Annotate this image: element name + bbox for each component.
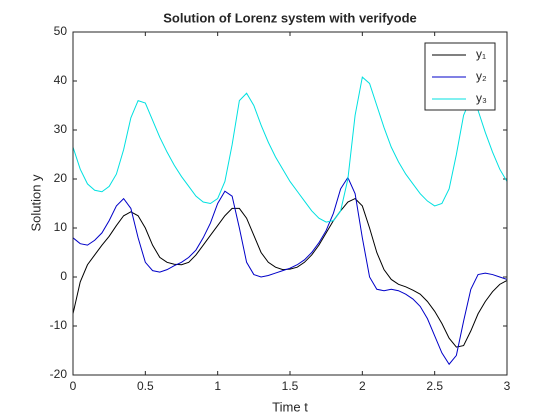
y-tick-label: 0 bbox=[60, 269, 67, 283]
series-line bbox=[72, 197, 508, 348]
y-tick-label: -10 bbox=[50, 318, 68, 332]
y-tick-label: 40 bbox=[54, 73, 68, 87]
series-line bbox=[72, 76, 508, 223]
x-tick-label: 1.5 bbox=[282, 379, 299, 393]
x-tick-label: 3 bbox=[504, 379, 511, 393]
y-tick-label: 20 bbox=[54, 171, 68, 185]
legend-label: y₂ bbox=[476, 69, 487, 83]
y-tick-label: 10 bbox=[54, 220, 68, 234]
x-tick-label: 1 bbox=[214, 379, 221, 393]
legend-label: y₃ bbox=[476, 91, 487, 105]
x-tick-label: 2.5 bbox=[426, 379, 443, 393]
y-axis-label: Solution y bbox=[28, 174, 43, 232]
axes-box bbox=[72, 31, 508, 376]
y-tick-label: 50 bbox=[54, 24, 68, 38]
chart-title: Solution of Lorenz system with verifyode bbox=[163, 10, 417, 25]
x-axis-label: Time t bbox=[272, 399, 308, 414]
legend-label: y₁ bbox=[476, 47, 486, 61]
y-tick-label: 30 bbox=[54, 122, 68, 136]
x-tick-label: 2 bbox=[359, 379, 366, 393]
x-tick-label: 0.5 bbox=[137, 379, 154, 393]
x-tick-label: 0 bbox=[70, 379, 77, 393]
y-tick-label: -20 bbox=[50, 367, 68, 381]
series-line bbox=[72, 176, 508, 366]
